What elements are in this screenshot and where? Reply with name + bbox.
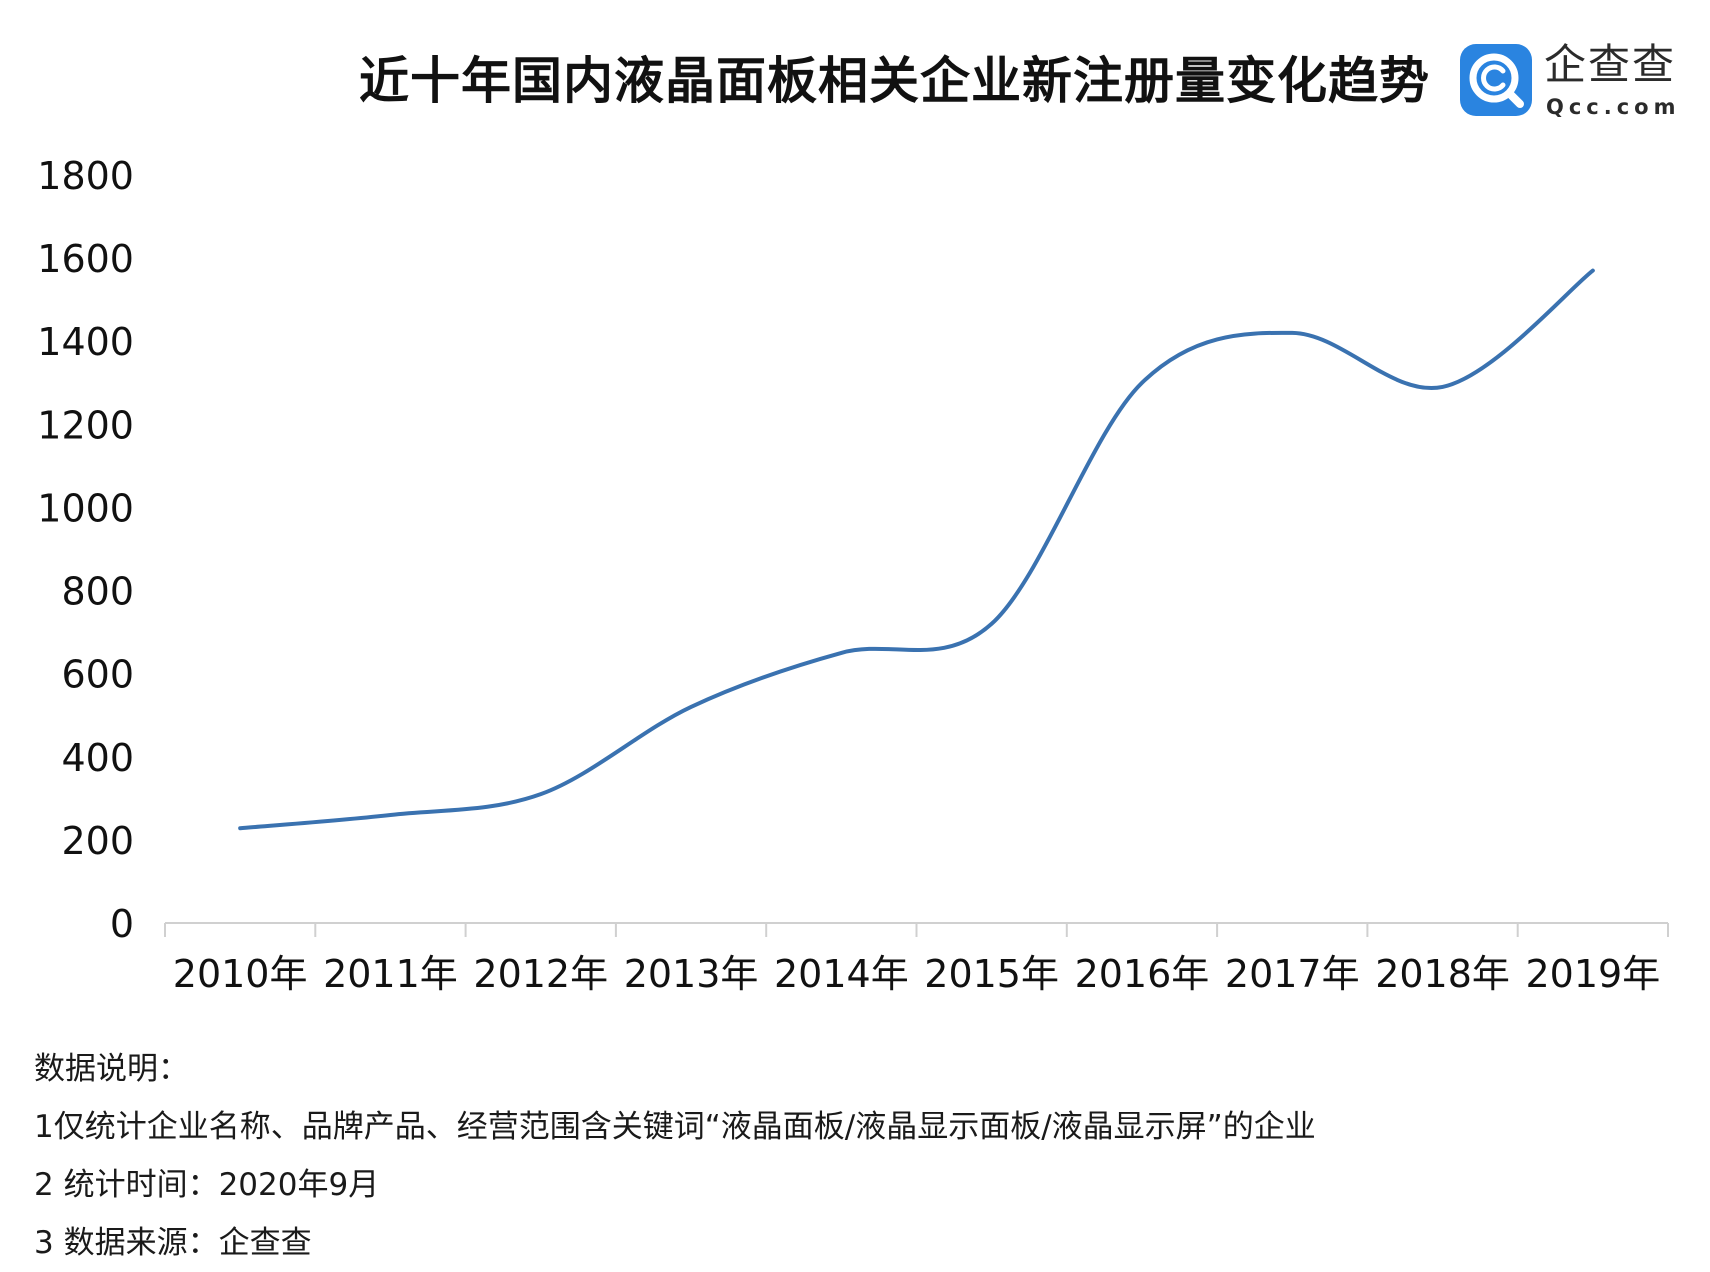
note-item-1: 1仅统计企业名称、品牌产品、经营范围含关键词“液晶面板/液晶显示面板/液晶显示屏… (34, 1109, 1316, 1145)
series-line (238, 268, 1595, 831)
y-tick-label: 400 (61, 736, 134, 780)
chart-title: 近十年国内液晶面板相关企业新注册量变化趋势 (359, 52, 1430, 110)
x-tick-label: 2011年 (323, 952, 458, 996)
y-tick-label: 600 (61, 653, 134, 697)
y-tick-label: 1000 (37, 486, 134, 530)
x-tick-label: 2015年 (924, 952, 1059, 996)
brand-name: 企查查 (1544, 40, 1677, 89)
x-tick-label: 2010年 (173, 952, 308, 996)
y-tick-label: 1800 (37, 154, 134, 198)
brand-logo: 企查查 Qcc.com (1460, 38, 1700, 124)
x-tick-label: 2014年 (774, 952, 909, 996)
y-tick-label: 200 (61, 819, 134, 863)
x-tick-label: 2019年 (1525, 952, 1660, 996)
y-tick-label: 0 (110, 902, 134, 946)
series-layer (238, 268, 1595, 831)
notes-heading: 数据说明： (34, 1051, 189, 1087)
y-tick-label: 1200 (37, 403, 134, 447)
x-tick-label: 2018年 (1375, 952, 1510, 996)
x-tick-label: 2012年 (473, 952, 608, 996)
y-tick-label: 1400 (37, 320, 134, 364)
x-tick-label: 2017年 (1225, 952, 1360, 996)
y-tick-label: 1600 (37, 237, 134, 281)
y-tick-label: 800 (61, 570, 134, 614)
x-axis: 2010年 2011年 2012年 2013年 2014年 2015年 2016年 2017年… (164, 922, 1669, 996)
note-item-2: 2 统计时间：2020年9月 (34, 1167, 380, 1203)
qcc-magnifier-icon (1460, 44, 1532, 116)
data-notes: 数据说明： 1仅统计企业名称、品牌产品、经营范围含关键词“液晶面板/液晶显示面板… (34, 1040, 1674, 1272)
note-item-3: 3 数据来源：企查查 (34, 1225, 312, 1261)
brand-domain: Qcc.com (1546, 95, 1681, 119)
y-axis: 0 200 400 600 800 1000 1200 1400 1600 1800 (37, 154, 134, 946)
x-tick-label: 2016年 (1075, 952, 1210, 996)
x-tick-label: 2013年 (624, 952, 759, 996)
